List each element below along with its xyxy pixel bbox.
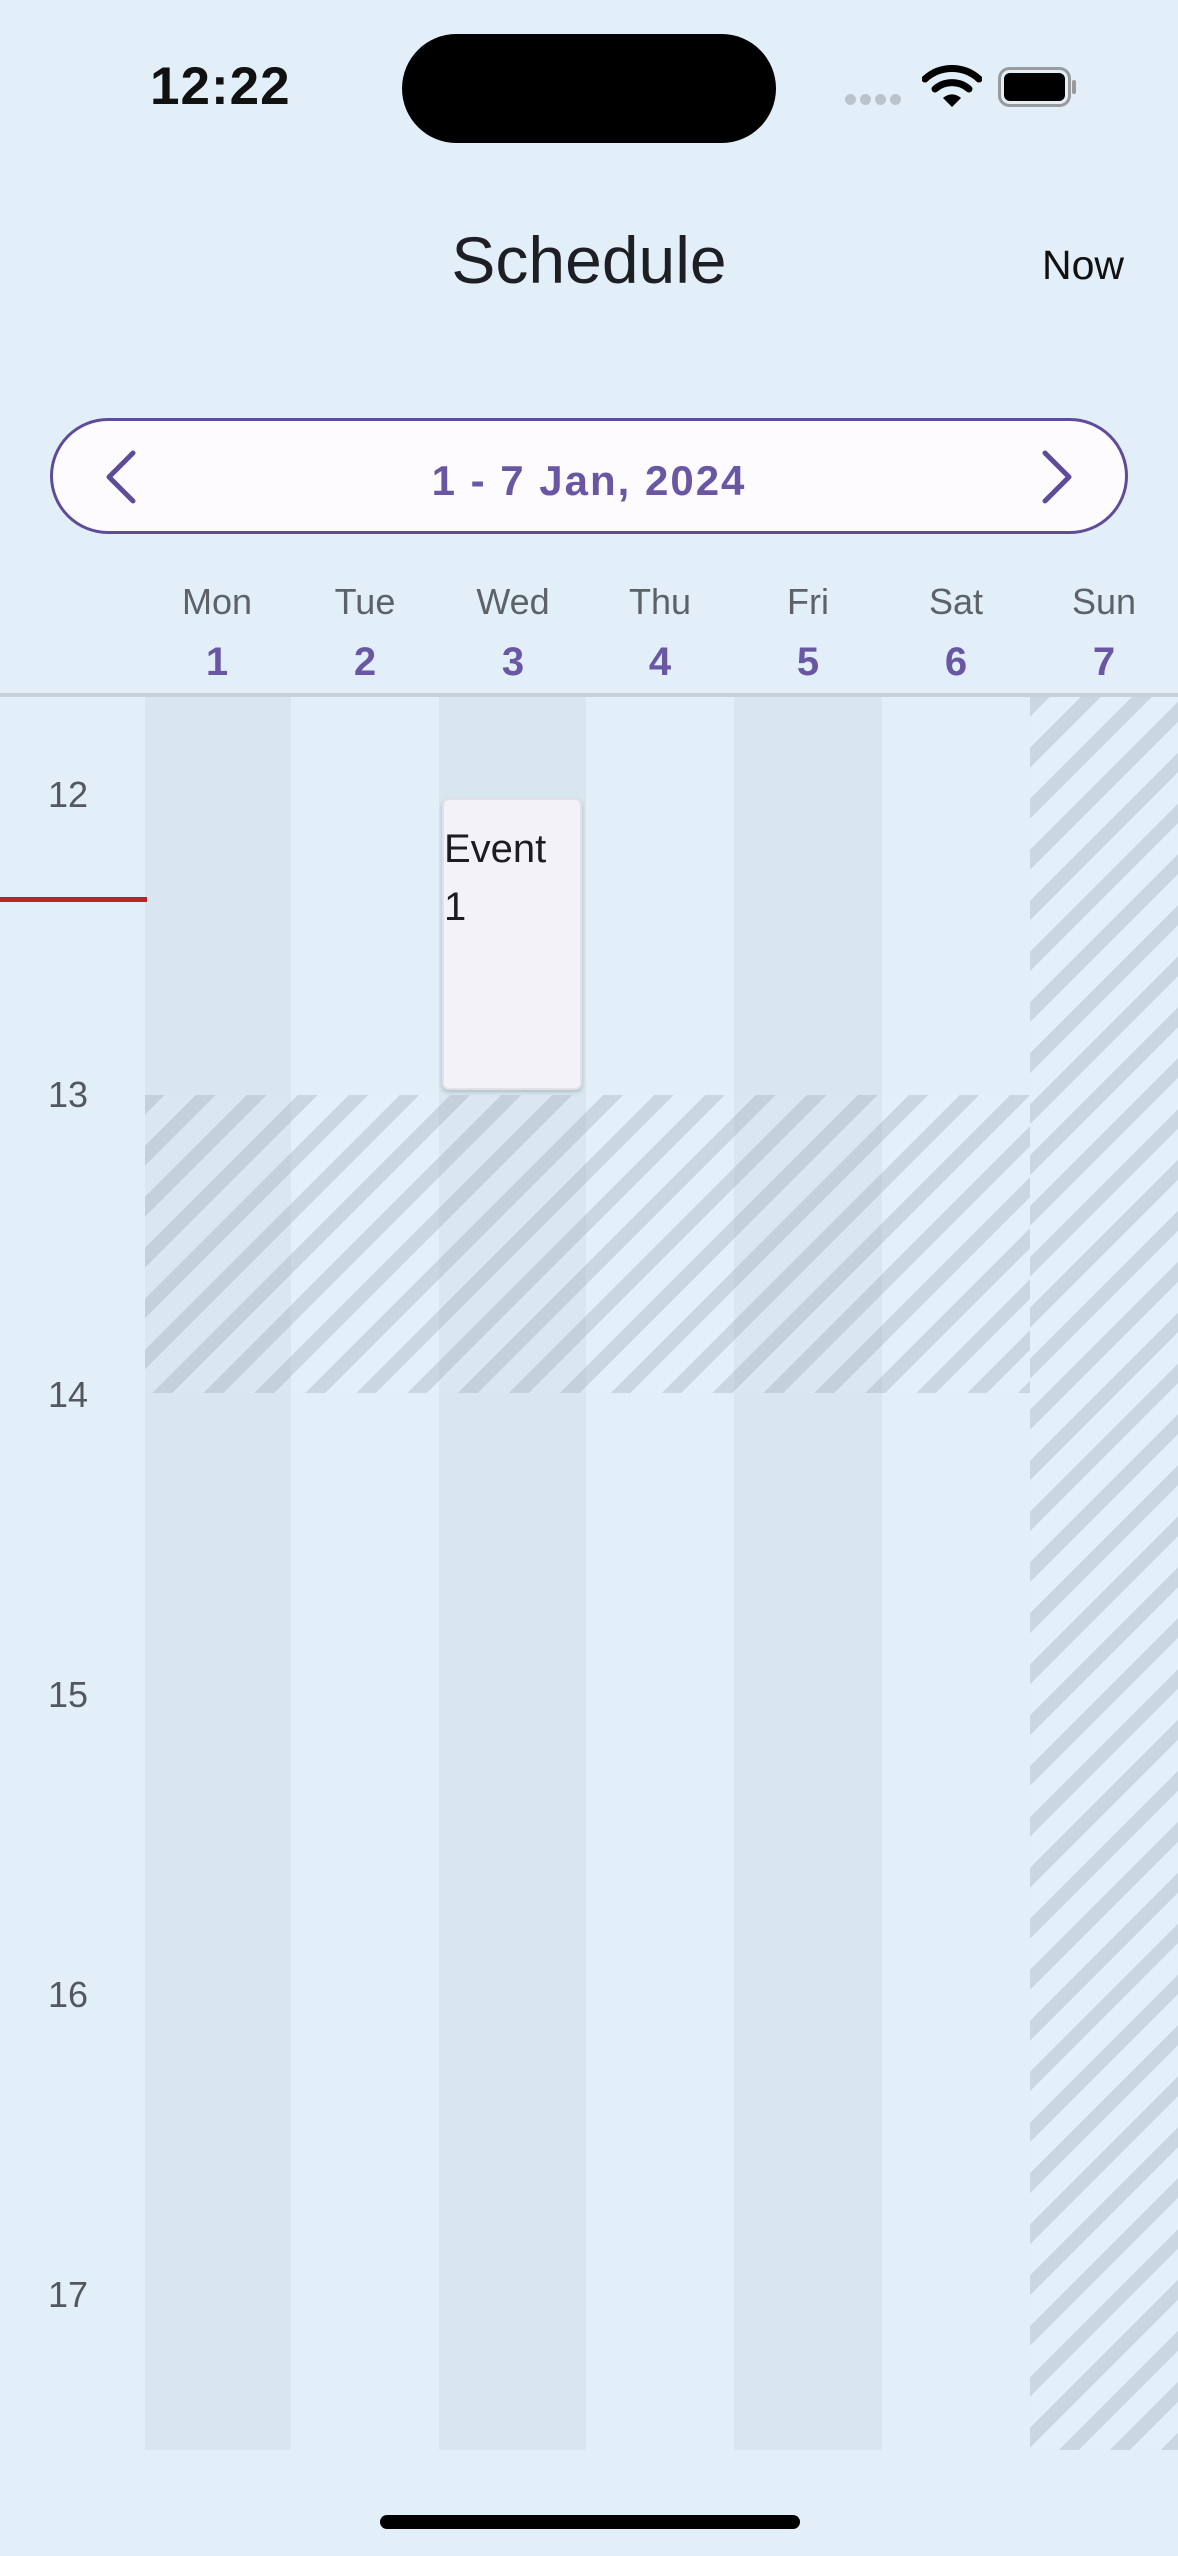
day-column-fri[interactable] [734, 697, 882, 2450]
day-number: 7 [1092, 640, 1116, 684]
day-number: 5 [796, 640, 820, 684]
home-indicator[interactable] [380, 2515, 800, 2529]
page-title: Schedule [451, 223, 727, 297]
day-column-sat[interactable] [882, 697, 1030, 2450]
unavailable-block [145, 1095, 1030, 1393]
day-column-tue[interactable] [291, 697, 439, 2450]
wifi-icon [921, 64, 983, 110]
day-column-thu[interactable] [586, 697, 734, 2450]
previous-week-button[interactable] [93, 447, 153, 507]
date-range-label: 1 - 7 Jan, 2024 [431, 457, 747, 504]
event-card[interactable]: Event 1 [442, 798, 582, 1090]
hour-label: 12 [48, 774, 89, 815]
header-divider [0, 693, 1178, 697]
day-of-week: Tue [334, 581, 396, 622]
current-time-indicator [0, 897, 147, 902]
dynamic-island [402, 34, 776, 143]
day-number: 6 [944, 640, 968, 684]
day-of-week: Wed [476, 581, 550, 622]
day-of-week: Fri [787, 581, 829, 622]
day-number: 4 [648, 640, 672, 684]
hour-label: 13 [48, 1074, 89, 1115]
day-number: 2 [353, 640, 377, 684]
day-of-week: Mon [181, 581, 253, 622]
day-header-mon[interactable]: Mon 1 [143, 578, 291, 690]
day-of-week: Sun [1071, 581, 1137, 622]
next-week-button[interactable] [1025, 447, 1085, 507]
day-number: 3 [501, 640, 525, 684]
hour-label: 17 [48, 2274, 89, 2315]
chevron-right-icon [1042, 450, 1072, 504]
hour-label: 15 [48, 1674, 89, 1715]
day-column-sun-unavailable [1030, 697, 1178, 2450]
hour-label: 16 [48, 1974, 89, 2015]
hour-label: 14 [48, 1374, 89, 1415]
day-header-fri[interactable]: Fri 5 [734, 578, 882, 690]
day-header-thu[interactable]: Thu 4 [586, 578, 734, 690]
day-of-week: Thu [628, 581, 692, 622]
now-button[interactable]: Now [1042, 242, 1125, 288]
cellular-signal-icon [845, 94, 905, 108]
day-of-week: Sat [928, 581, 984, 622]
day-header-tue[interactable]: Tue 2 [291, 578, 439, 690]
day-header-sun[interactable]: Sun 7 [1030, 578, 1178, 690]
event-title: Event 1 [444, 827, 547, 929]
date-range-selector: 1 - 7 Jan, 2024 [50, 418, 1128, 534]
chevron-left-icon [106, 450, 136, 504]
battery-icon [998, 67, 1078, 107]
day-header-wed[interactable]: Wed 3 [439, 578, 587, 690]
day-header-sat[interactable]: Sat 6 [882, 578, 1030, 690]
schedule-grid[interactable] [0, 697, 1178, 2450]
day-number: 1 [205, 640, 229, 684]
day-column-mon[interactable] [145, 697, 291, 2450]
status-time: 12:22 [150, 57, 291, 116]
